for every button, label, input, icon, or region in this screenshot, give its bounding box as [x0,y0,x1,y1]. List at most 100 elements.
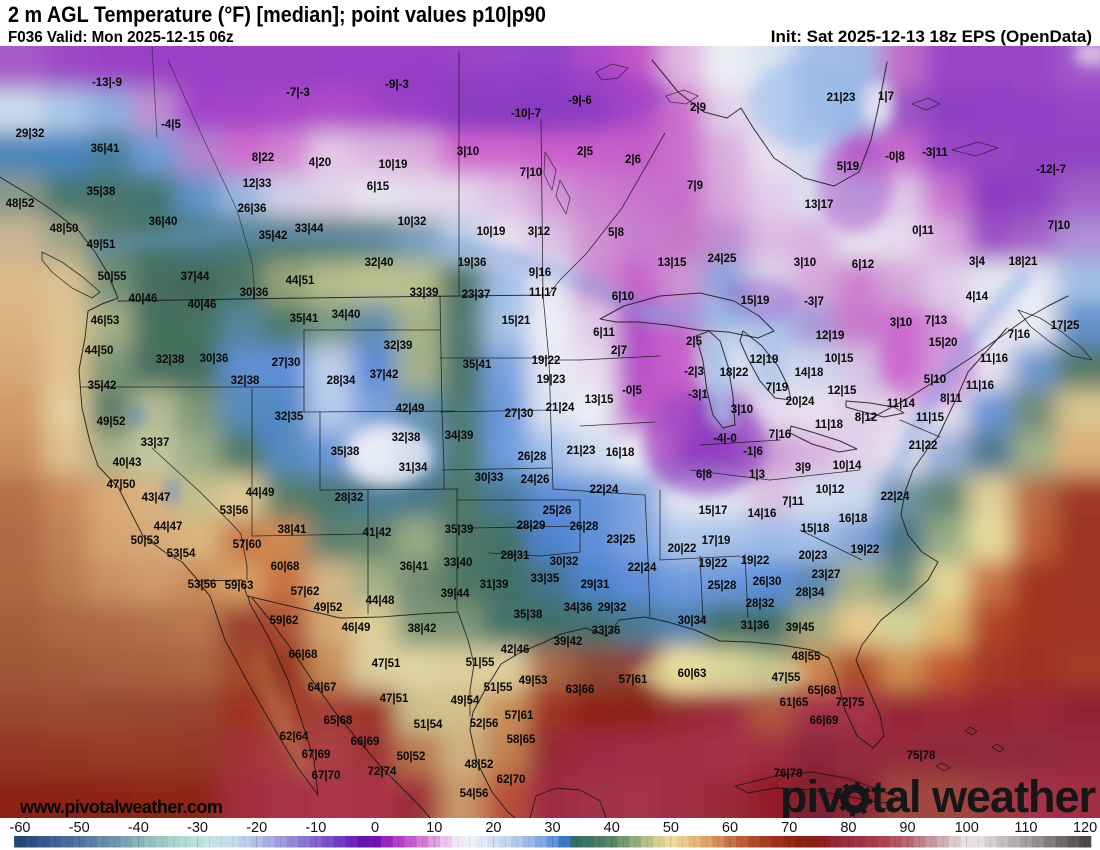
svg-text:31|34: 31|34 [399,462,428,474]
svg-text:0: 0 [371,820,379,836]
svg-text:4|14: 4|14 [966,291,989,303]
svg-text:66|69: 66|69 [810,715,839,727]
svg-text:31|39: 31|39 [480,579,509,591]
svg-text:57|61: 57|61 [619,674,648,686]
svg-text:7|13: 7|13 [925,315,947,327]
svg-text:13|15: 13|15 [658,257,687,269]
svg-text:60|63: 60|63 [678,668,707,680]
svg-text:67|69: 67|69 [302,749,331,761]
svg-text:22|24: 22|24 [881,491,910,503]
svg-text:35|42: 35|42 [259,230,288,242]
svg-text:72|74: 72|74 [368,766,397,778]
svg-text:7|16: 7|16 [769,429,791,441]
svg-text:19|22: 19|22 [699,558,728,570]
svg-text:33|40: 33|40 [444,557,473,569]
svg-text:21|24: 21|24 [546,402,575,414]
svg-text:72|75: 72|75 [836,697,865,709]
svg-text:75|78: 75|78 [907,750,936,762]
svg-text:-7|-3: -7|-3 [286,87,310,99]
svg-text:21|23: 21|23 [827,92,856,104]
svg-text:17|25: 17|25 [1051,320,1080,332]
svg-text:35|41: 35|41 [290,313,319,325]
svg-text:3|10: 3|10 [731,404,753,416]
svg-text:-20: -20 [246,820,267,836]
svg-text:22|24: 22|24 [628,562,657,574]
svg-text:15|18: 15|18 [801,523,830,535]
svg-text:52|56: 52|56 [470,718,499,730]
svg-text:12|19: 12|19 [816,330,845,342]
svg-text:60: 60 [722,820,738,836]
svg-text:20|24: 20|24 [786,396,815,408]
svg-text:10: 10 [426,820,442,836]
svg-text:57|60: 57|60 [233,539,262,551]
svg-text:26|28: 26|28 [518,451,547,463]
svg-text:49|51: 49|51 [87,239,116,251]
svg-text:50: 50 [663,820,679,836]
svg-text:10|15: 10|15 [825,353,854,365]
svg-text:7|9: 7|9 [687,180,703,192]
svg-text:48|50: 48|50 [50,223,79,235]
svg-text:110: 110 [1014,820,1037,836]
svg-text:90: 90 [899,820,915,836]
svg-text:27|30: 27|30 [505,408,534,420]
svg-text:62|70: 62|70 [497,774,526,786]
svg-text:3|4: 3|4 [969,256,986,268]
svg-text:40|46: 40|46 [129,293,158,305]
svg-text:30|33: 30|33 [475,472,504,484]
svg-text:14|16: 14|16 [748,508,777,520]
svg-text:48|52: 48|52 [465,759,494,771]
svg-text:12|33: 12|33 [243,178,272,190]
svg-text:30|34: 30|34 [678,615,707,627]
svg-text:3|12: 3|12 [528,226,550,238]
svg-text:53|56: 53|56 [188,579,217,591]
svg-text:53|54: 53|54 [167,548,196,560]
svg-text:50|55: 50|55 [98,271,127,283]
svg-text:6|12: 6|12 [852,259,874,271]
svg-text:11|17: 11|17 [529,287,557,299]
svg-text:34|39: 34|39 [445,430,474,442]
svg-text:33|36: 33|36 [592,625,621,637]
svg-text:19|22: 19|22 [532,355,561,367]
svg-text:51|55: 51|55 [466,657,495,669]
svg-text:80: 80 [840,820,856,836]
svg-text:63|66: 63|66 [566,684,595,696]
svg-text:10|14: 10|14 [833,460,862,472]
svg-text:49|53: 49|53 [519,675,548,687]
svg-text:-13|-9: -13|-9 [92,77,122,89]
svg-text:32|39: 32|39 [384,340,413,352]
svg-text:100: 100 [955,820,979,836]
svg-text:65|68: 65|68 [808,685,837,697]
svg-text:6|11: 6|11 [593,327,615,339]
svg-text:49|52: 49|52 [97,416,126,428]
svg-text:-2|3: -2|3 [684,366,704,378]
svg-text:49|52: 49|52 [314,602,343,614]
svg-text:5|8: 5|8 [608,227,625,239]
svg-text:7|10: 7|10 [520,167,542,179]
svg-text:57|62: 57|62 [291,586,320,598]
svg-text:4|20: 4|20 [309,157,331,169]
svg-text:120: 120 [1073,820,1097,836]
svg-text:58|65: 58|65 [507,734,536,746]
svg-text:29|32: 29|32 [16,128,45,140]
svg-text:51|54: 51|54 [414,719,443,731]
svg-text:3|10: 3|10 [794,257,816,269]
svg-text:59|63: 59|63 [225,580,254,592]
svg-text:23|37: 23|37 [462,289,491,301]
svg-text:7|16: 7|16 [1008,329,1030,341]
svg-text:65|68: 65|68 [324,715,353,727]
svg-text:-4|5: -4|5 [161,119,181,131]
svg-text:51|55: 51|55 [484,682,513,694]
svg-text:5|10: 5|10 [924,374,946,386]
svg-text:10|19: 10|19 [379,159,408,171]
svg-text:31|36: 31|36 [741,620,770,632]
svg-text:1|7: 1|7 [878,91,894,103]
svg-text:54|56: 54|56 [460,788,489,800]
svg-text:1|3: 1|3 [749,469,765,481]
svg-text:3|9: 3|9 [795,462,811,474]
svg-text:32|38: 32|38 [392,432,421,444]
svg-text:35|39: 35|39 [445,524,474,536]
svg-text:26|28: 26|28 [570,521,599,533]
svg-text:33|37: 33|37 [141,437,170,449]
svg-text:7|11: 7|11 [782,496,804,508]
svg-text:3|10: 3|10 [890,317,912,329]
